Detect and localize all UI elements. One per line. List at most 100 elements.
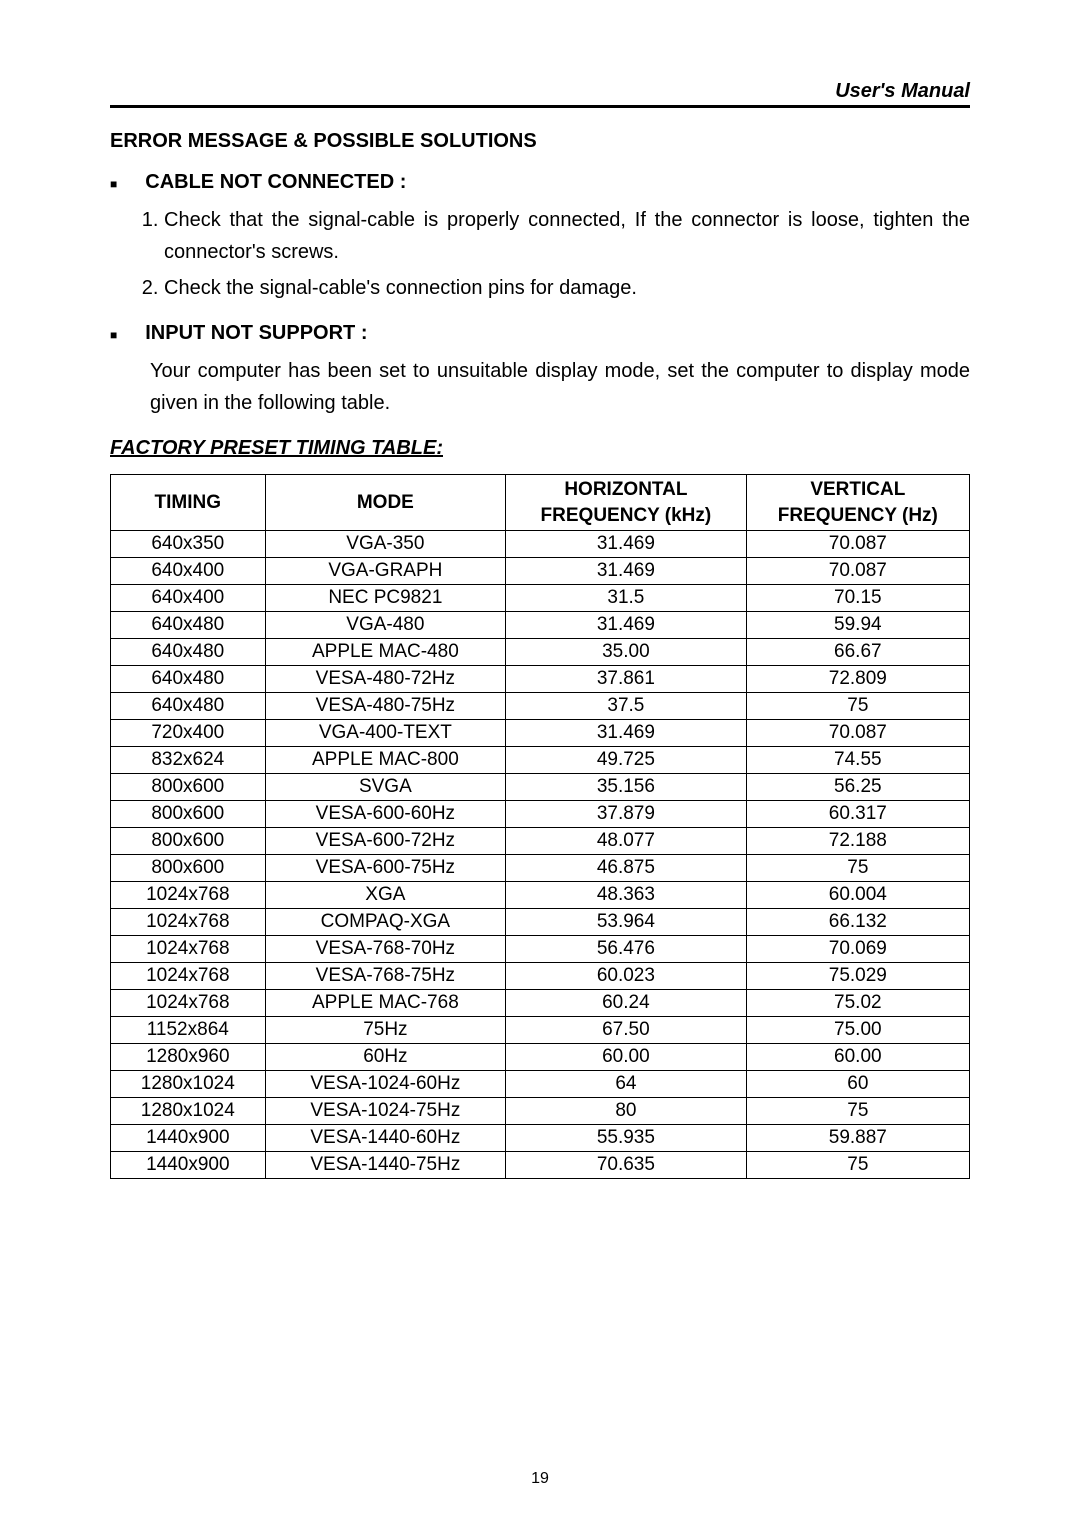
table-cell: VESA-600-75Hz bbox=[265, 855, 506, 882]
section-title: ERROR MESSAGE & POSSIBLE SOLUTIONS bbox=[110, 130, 970, 153]
table-cell: 75 bbox=[746, 1098, 969, 1125]
table-row: 640x400NEC PC982131.570.15 bbox=[111, 585, 970, 612]
table-cell: 1024x768 bbox=[111, 936, 266, 963]
table-row: 640x400VGA-GRAPH31.46970.087 bbox=[111, 558, 970, 585]
table-cell: 60.00 bbox=[506, 1044, 747, 1071]
table-cell: 37.879 bbox=[506, 801, 747, 828]
table-cell: 74.55 bbox=[746, 747, 969, 774]
table-cell: 70.15 bbox=[746, 585, 969, 612]
table-row: 800x600SVGA35.15656.25 bbox=[111, 774, 970, 801]
table-row: 1024x768COMPAQ-XGA53.96466.132 bbox=[111, 909, 970, 936]
table-cell: 31.469 bbox=[506, 720, 747, 747]
table-cell: 35.156 bbox=[506, 774, 747, 801]
table-cell: 640x400 bbox=[111, 585, 266, 612]
table-cell: 48.363 bbox=[506, 882, 747, 909]
table-cell: 80 bbox=[506, 1098, 747, 1125]
table-cell: 70.635 bbox=[506, 1152, 747, 1179]
header-text: TIMING bbox=[155, 492, 222, 513]
table-cell: 70.087 bbox=[746, 720, 969, 747]
table-cell: VESA-1024-75Hz bbox=[265, 1098, 506, 1125]
page-header: User's Manual bbox=[110, 80, 970, 108]
bullet-item: ■ INPUT NOT SUPPORT : bbox=[110, 322, 970, 345]
table-cell: 75.02 bbox=[746, 990, 969, 1017]
table-cell: APPLE MAC-800 bbox=[265, 747, 506, 774]
table-cell: 48.077 bbox=[506, 828, 747, 855]
table-cell: 640x350 bbox=[111, 531, 266, 558]
table-cell: SVGA bbox=[265, 774, 506, 801]
table-cell: 1280x960 bbox=[111, 1044, 266, 1071]
table-cell: 56.25 bbox=[746, 774, 969, 801]
table-cell: 56.476 bbox=[506, 936, 747, 963]
table-cell: 640x400 bbox=[111, 558, 266, 585]
table-row: 1280x96060Hz60.0060.00 bbox=[111, 1044, 970, 1071]
col-header-mode: MODE bbox=[265, 475, 506, 531]
page-number: 19 bbox=[0, 1470, 1080, 1488]
table-cell: 832x624 bbox=[111, 747, 266, 774]
table-cell: 37.5 bbox=[506, 693, 747, 720]
table-cell: VESA-600-72Hz bbox=[265, 828, 506, 855]
table-cell: 800x600 bbox=[111, 774, 266, 801]
table-cell: VESA-1024-60Hz bbox=[265, 1071, 506, 1098]
table-cell: 59.94 bbox=[746, 612, 969, 639]
table-cell: VESA-1440-75Hz bbox=[265, 1152, 506, 1179]
table-cell: 800x600 bbox=[111, 828, 266, 855]
table-cell: 64 bbox=[506, 1071, 747, 1098]
table-row: 1280x1024VESA-1024-60Hz6460 bbox=[111, 1071, 970, 1098]
table-row: 640x480APPLE MAC-48035.0066.67 bbox=[111, 639, 970, 666]
table-cell: 60.00 bbox=[746, 1044, 969, 1071]
table-header-row: TIMING MODE HORIZONTAL FREQUENCY (kHz) V… bbox=[111, 475, 970, 531]
table-cell: 37.861 bbox=[506, 666, 747, 693]
table-row: 640x480VESA-480-72Hz37.86172.809 bbox=[111, 666, 970, 693]
table-cell: 60.023 bbox=[506, 963, 747, 990]
table-cell: VESA-768-75Hz bbox=[265, 963, 506, 990]
table-cell: 1440x900 bbox=[111, 1152, 266, 1179]
table-cell: 75.00 bbox=[746, 1017, 969, 1044]
header-title: User's Manual bbox=[835, 80, 970, 102]
table-cell: VESA-480-72Hz bbox=[265, 666, 506, 693]
table-cell: 75Hz bbox=[265, 1017, 506, 1044]
table-cell: 67.50 bbox=[506, 1017, 747, 1044]
table-cell: 66.132 bbox=[746, 909, 969, 936]
list-item: Check the signal-cable's connection pins… bbox=[164, 272, 970, 304]
table-cell: VESA-768-70Hz bbox=[265, 936, 506, 963]
square-bullet-icon: ■ bbox=[110, 328, 117, 342]
table-cell: 800x600 bbox=[111, 855, 266, 882]
table-cell: 59.887 bbox=[746, 1125, 969, 1152]
table-row: 1024x768VESA-768-70Hz56.47670.069 bbox=[111, 936, 970, 963]
table-cell: 75 bbox=[746, 855, 969, 882]
table-cell: 53.964 bbox=[506, 909, 747, 936]
table-cell: 31.469 bbox=[506, 612, 747, 639]
table-cell: 75 bbox=[746, 1152, 969, 1179]
table-cell: 70.087 bbox=[746, 531, 969, 558]
table-cell: 70.087 bbox=[746, 558, 969, 585]
table-cell: 60.004 bbox=[746, 882, 969, 909]
table-cell: 60.24 bbox=[506, 990, 747, 1017]
table-cell: VESA-480-75Hz bbox=[265, 693, 506, 720]
table-row: 1440x900VESA-1440-75Hz70.63575 bbox=[111, 1152, 970, 1179]
table-cell: 55.935 bbox=[506, 1125, 747, 1152]
table-row: 800x600VESA-600-60Hz37.87960.317 bbox=[111, 801, 970, 828]
table-row: 1024x768XGA48.36360.004 bbox=[111, 882, 970, 909]
table-row: 1440x900VESA-1440-60Hz55.93559.887 bbox=[111, 1125, 970, 1152]
table-cell: 60Hz bbox=[265, 1044, 506, 1071]
table-body: 640x350VGA-35031.46970.087640x400VGA-GRA… bbox=[111, 531, 970, 1179]
table-cell: VESA-1440-60Hz bbox=[265, 1125, 506, 1152]
table-cell: 75.029 bbox=[746, 963, 969, 990]
table-row: 1024x768VESA-768-75Hz60.02375.029 bbox=[111, 963, 970, 990]
table-cell: 31.469 bbox=[506, 531, 747, 558]
table-cell: 640x480 bbox=[111, 666, 266, 693]
header-text: VERTICAL bbox=[810, 479, 905, 500]
table-cell: 31.469 bbox=[506, 558, 747, 585]
list-item: Check that the signal-cable is properly … bbox=[164, 204, 970, 268]
col-header-vertical: VERTICAL FREQUENCY (Hz) bbox=[746, 475, 969, 531]
header-text: MODE bbox=[357, 492, 414, 513]
table-cell: 72.809 bbox=[746, 666, 969, 693]
table-cell: VGA-350 bbox=[265, 531, 506, 558]
table-cell: 66.67 bbox=[746, 639, 969, 666]
table-cell: 1280x1024 bbox=[111, 1098, 266, 1125]
table-cell: NEC PC9821 bbox=[265, 585, 506, 612]
table-cell: 60 bbox=[746, 1071, 969, 1098]
table-row: 1152x86475Hz67.5075.00 bbox=[111, 1017, 970, 1044]
table-row: 800x600VESA-600-72Hz48.07772.188 bbox=[111, 828, 970, 855]
table-cell: 70.069 bbox=[746, 936, 969, 963]
